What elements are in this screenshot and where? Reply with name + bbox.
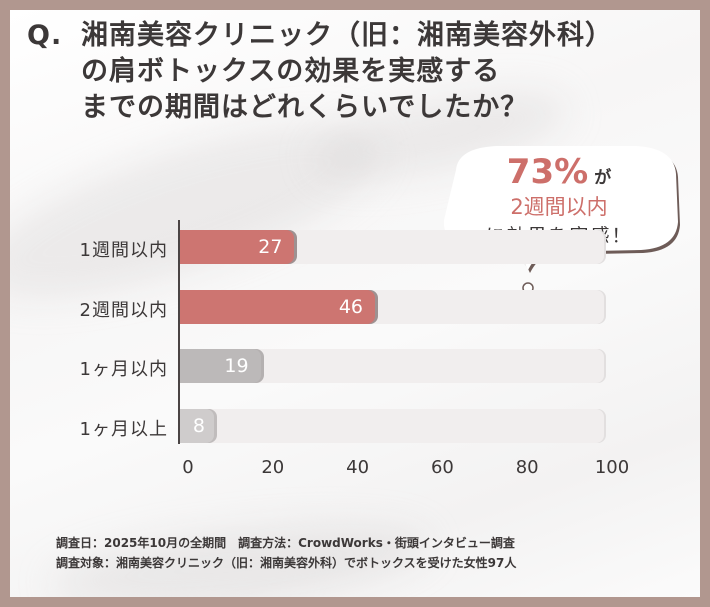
bar-value: 19 (224, 355, 249, 377)
x-tick: 20 (261, 457, 285, 478)
x-tick: 60 (430, 457, 454, 478)
category-label: 1ヶ月以上 (79, 419, 168, 440)
title-line-2: の肩ボトックスの効果を実感する (81, 56, 501, 87)
title-line-3: までの期間はどれくらいでしたか？ (81, 92, 529, 123)
survey-note-line-1: 調査日：2025年10月の全期間 調査方法：CrowdWorks・街頭インタビュ… (56, 536, 515, 550)
bar-value: 27 (258, 236, 283, 258)
bar-2-weeks: 46 (180, 290, 376, 324)
category-label: 1ヶ月以内 (79, 359, 168, 380)
bar-track (180, 409, 604, 443)
bar-1-month: 19 (180, 349, 261, 383)
x-tick: 40 (346, 457, 370, 478)
callout-percent: 73% (506, 152, 589, 192)
category-label: 1週間以内 (79, 240, 168, 261)
x-tick: 100 (594, 457, 630, 478)
callout-highlight: 2週間以内 (510, 195, 608, 219)
bar-value: 8 (192, 415, 205, 437)
y-axis-line (178, 220, 180, 444)
bar-value: 46 (338, 296, 364, 318)
question-prefix: Q. (27, 20, 63, 51)
x-tick: 0 (182, 457, 194, 478)
bar-over-1-month: 8 (180, 409, 214, 443)
callout-particle: が (594, 168, 612, 188)
category-label: 2週間以内 (79, 300, 168, 321)
bar-1-week: 27 (180, 230, 295, 264)
title-line-1: 湘南美容クリニック（旧：湘南美容外科） (81, 20, 613, 51)
survey-note-line-2: 調査対象：湘南美容クリニック（旧：湘南美容外科）でボトックスを受けた女性97人 (56, 556, 517, 570)
x-tick: 80 (515, 457, 539, 478)
